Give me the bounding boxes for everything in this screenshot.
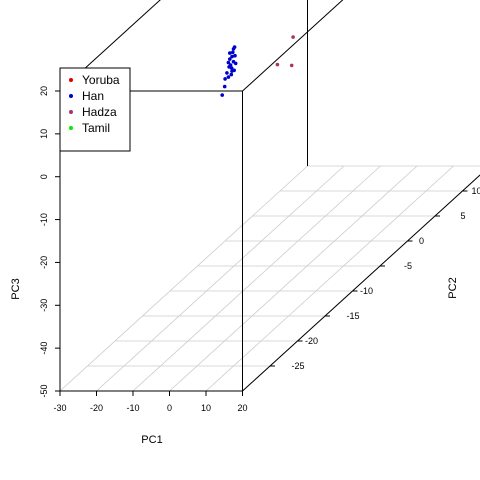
y-tick-label: 10	[471, 186, 480, 196]
grid-line	[96, 165, 345, 392]
data-point-han	[229, 72, 234, 77]
z-tick-label: 0	[39, 174, 49, 179]
y-tick-label: 0	[419, 236, 424, 246]
data-point-han	[233, 61, 238, 66]
data-point-hadza	[289, 63, 294, 68]
y-axis-title: PC2	[447, 277, 459, 298]
data-point-han	[220, 93, 224, 97]
grid-line	[132, 165, 381, 392]
x-tick-label: -30	[53, 403, 66, 413]
floor-grid	[59, 165, 480, 392]
x-tick-label: 0	[167, 403, 172, 413]
y-tick-label: -10	[360, 286, 373, 296]
x-axis-title: PC1	[141, 434, 162, 446]
y-tick-label: -15	[346, 311, 359, 321]
data-point-han	[228, 57, 232, 61]
x-tick-label: -10	[126, 403, 139, 413]
data-points	[220, 35, 295, 97]
data-point-han	[232, 45, 237, 49]
legend-label-tamil: Tamil	[82, 121, 110, 135]
legend: Yoruba Han Hadza Tamil	[59, 67, 131, 152]
box-edge	[242, 174, 480, 392]
data-point-han	[230, 54, 234, 59]
legend-marker-hadza	[69, 110, 73, 114]
legend-label-han: Han	[82, 89, 104, 103]
data-point-han	[233, 53, 237, 58]
grid-line	[59, 165, 308, 392]
z-axis-title: PC3	[10, 278, 22, 299]
data-point-han	[231, 50, 235, 55]
data-point-han	[226, 75, 231, 79]
data-point-han	[227, 65, 231, 69]
z-tick-label: 10	[39, 129, 49, 139]
box-edge	[59, 0, 161, 92]
data-point-han	[226, 60, 231, 65]
data-point-hadza	[275, 62, 280, 67]
box-edge	[242, 0, 344, 92]
z-tick-label: -40	[39, 342, 49, 355]
data-point-han	[230, 69, 234, 73]
z-tick-label: -10	[39, 213, 49, 226]
data-point-han	[223, 77, 227, 81]
z-tick-label: -20	[39, 256, 49, 269]
legend-label-hadza: Hadza	[82, 105, 117, 119]
legend-marker-yoruba	[69, 78, 73, 82]
y-tick-label: 5	[460, 211, 465, 221]
y-tick-label: -25	[291, 361, 304, 371]
z-tick-label: 20	[39, 86, 49, 96]
axis-ticks: -30 -20 -10 0 10 20-50-40-30-20-1001020-25-20…	[39, 86, 480, 413]
legend-marker-tamil	[69, 126, 73, 130]
grid-line	[205, 165, 454, 392]
legend-label-yoruba: Yoruba	[82, 73, 120, 87]
x-tick-label: 20	[237, 403, 247, 413]
legend-marker-han	[69, 94, 73, 98]
data-point-han	[225, 71, 229, 75]
z-tick-label: -30	[39, 299, 49, 312]
grid-line	[242, 174, 480, 392]
data-point-han	[222, 84, 227, 89]
x-tick-label: -20	[90, 403, 103, 413]
data-point-han	[228, 51, 232, 55]
z-tick-label: -50	[39, 384, 49, 397]
x-tick-label: 10	[201, 403, 211, 413]
y-tick-label: -5	[404, 261, 412, 271]
y-tick-label: -20	[305, 336, 318, 346]
grid-line	[169, 165, 418, 392]
data-point-hadza	[291, 35, 295, 39]
